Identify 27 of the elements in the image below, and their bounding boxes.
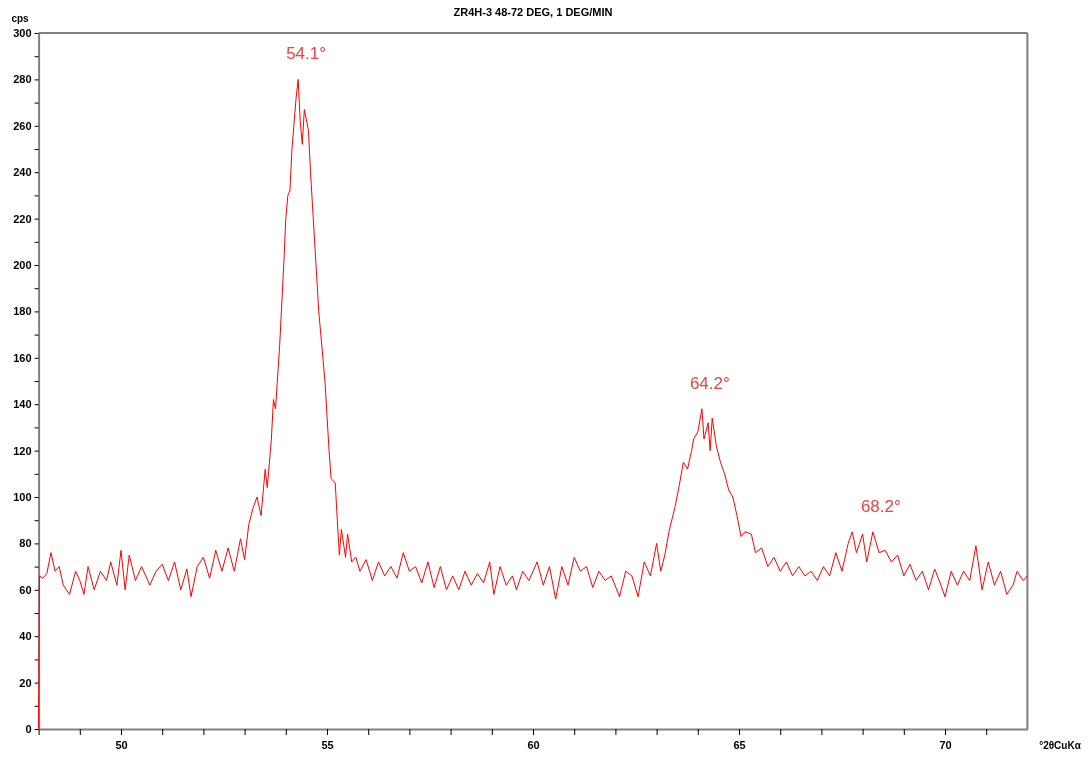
y-axis-title: cps xyxy=(11,13,30,24)
y-tick-label: 80 xyxy=(19,537,32,550)
x-tick-label: 65 xyxy=(733,738,746,751)
y-tick-label: 0 xyxy=(25,723,32,736)
x-axis-title: °2θCuKα xyxy=(1039,740,1082,751)
x-tick-label: 55 xyxy=(321,738,334,751)
x-tick-label: 70 xyxy=(939,738,952,751)
y-tick-label: 20 xyxy=(19,676,32,689)
y-tick-label: 200 xyxy=(13,259,32,272)
y-tick-label: 60 xyxy=(19,583,32,596)
y-tick-label: 220 xyxy=(13,212,32,225)
y-tick-label: 160 xyxy=(13,351,32,364)
chart-title: ZR4H-3 48-72 DEG, 1 DEG/MIN xyxy=(453,6,613,18)
y-tick-label: 300 xyxy=(13,27,32,40)
y-tick-label: 280 xyxy=(13,73,32,86)
y-tick-label: 180 xyxy=(13,305,32,318)
x-tick-label: 60 xyxy=(527,738,540,751)
annotation: 68.2° xyxy=(860,496,901,516)
annotation: 54.1° xyxy=(286,44,327,64)
annotation: 64.2° xyxy=(689,373,730,393)
y-tick-label: 140 xyxy=(13,398,32,411)
y-tick-label: 40 xyxy=(19,630,32,643)
y-tick-label: 100 xyxy=(13,491,32,504)
y-tick-label: 260 xyxy=(13,119,32,132)
y-tick-label: 240 xyxy=(13,166,32,179)
x-tick-label: 50 xyxy=(115,738,128,751)
y-tick-label: 120 xyxy=(13,444,32,457)
